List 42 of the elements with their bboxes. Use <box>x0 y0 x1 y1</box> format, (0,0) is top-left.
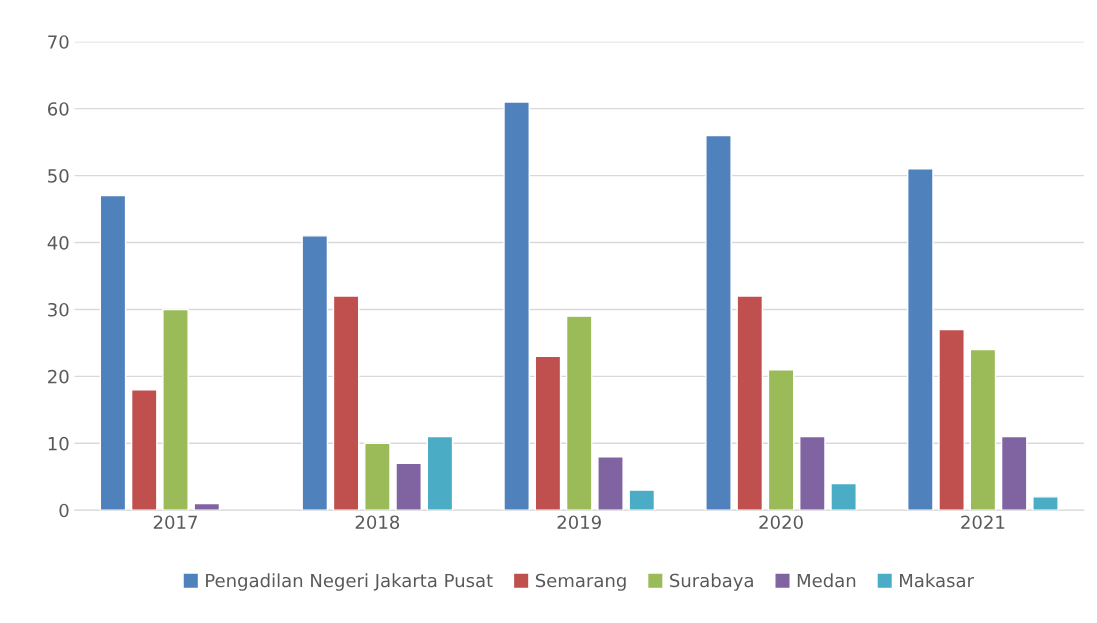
bar <box>130 389 158 511</box>
bar <box>938 328 965 511</box>
bar <box>799 435 826 511</box>
bar <box>705 134 732 511</box>
bar <box>99 194 127 511</box>
y-tick-label: 20 <box>48 369 69 384</box>
bar <box>628 489 656 511</box>
bar <box>597 455 624 511</box>
bar <box>426 435 454 511</box>
bar <box>534 355 562 511</box>
bar <box>969 348 997 511</box>
bar <box>364 442 391 511</box>
bar <box>503 101 530 511</box>
y-tick-label: 70 <box>48 35 69 49</box>
x-tick-label: 2020 <box>759 515 803 530</box>
legend-label: Medan <box>797 573 856 588</box>
bar <box>193 502 221 511</box>
x-tick-label: 2018 <box>355 515 400 530</box>
bar <box>907 168 934 511</box>
x-tick-label: 2017 <box>153 515 197 530</box>
legend-label: Makasar <box>900 573 974 588</box>
bar <box>1000 435 1028 511</box>
bar <box>565 315 593 511</box>
y-tick-label: 10 <box>48 436 69 451</box>
y-tick-label: 30 <box>48 302 69 317</box>
x-tick-label: 2019 <box>557 515 601 530</box>
bar <box>162 308 189 511</box>
y-tick-label: 40 <box>47 235 69 250</box>
legend-label: Semarang <box>535 573 626 591</box>
bar <box>301 235 329 511</box>
bar <box>736 295 764 511</box>
bar <box>332 295 360 511</box>
bar <box>1032 496 1059 511</box>
y-tick-label: 60 <box>48 102 69 116</box>
y-tick-label: 0 <box>59 503 69 518</box>
bar <box>395 462 422 511</box>
legend-label: Surabaya <box>670 573 753 591</box>
y-tick-label: 50 <box>48 169 69 183</box>
bar <box>830 482 857 511</box>
bar <box>767 368 795 511</box>
legend-label: Pengadilan Negeri Jakarta Pusat <box>206 573 493 591</box>
x-tick-label: 2021 <box>961 515 1005 530</box>
